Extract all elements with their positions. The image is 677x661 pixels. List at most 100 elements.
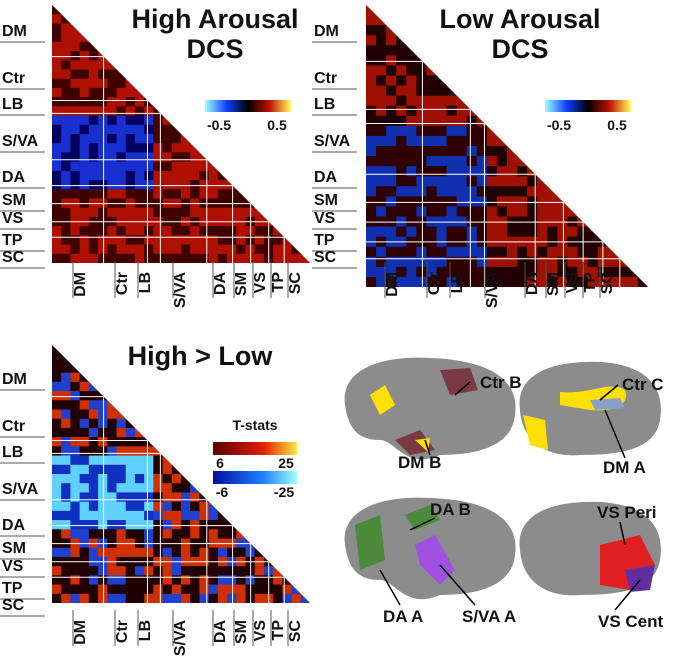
matrix-cell (79, 584, 90, 595)
col-label: TP (270, 272, 287, 293)
matrix-cell (517, 206, 528, 217)
matrix-cell (496, 256, 508, 268)
matrix-cell (79, 41, 90, 52)
matrix-cell (52, 593, 62, 603)
matrix-cell (88, 253, 99, 263)
matrix-cell (134, 161, 145, 172)
matrix-cell (190, 253, 200, 263)
matrix-cell (587, 276, 598, 287)
matrix-cell (199, 170, 209, 181)
matrix-cell (162, 510, 173, 521)
matrix-cell (627, 266, 639, 278)
matrix-cell (70, 226, 80, 236)
matrix-cell (386, 135, 397, 147)
matrix-cell (107, 106, 117, 116)
matrix-cell (208, 235, 219, 245)
matrix-cell (486, 246, 498, 258)
matrix-cell (125, 446, 136, 456)
matrix-cell (376, 105, 387, 117)
matrix-cell (70, 529, 80, 539)
matrix-cell (79, 400, 90, 410)
brain-label: Ctr C (622, 375, 664, 394)
col-label: TP (582, 272, 599, 293)
matrix-cell (144, 520, 154, 530)
matrix-cell (52, 575, 62, 585)
matrix-cell (436, 95, 447, 107)
matrix-cell (199, 510, 209, 521)
matrix-cell (153, 474, 163, 484)
matrix-cell (52, 87, 62, 98)
matrix-cell (456, 146, 468, 157)
matrix-cell (70, 51, 80, 61)
matrix-cell (79, 483, 90, 493)
matrix-cell (153, 152, 163, 162)
matrix-cell (537, 266, 548, 278)
matrix-cell (282, 593, 292, 603)
matrix-cell (366, 45, 377, 56)
matrix-cell (88, 427, 99, 438)
matrix-cell (107, 207, 117, 218)
matrix-cell (125, 464, 136, 475)
matrix-cell (79, 152, 90, 162)
matrix-cell (537, 256, 548, 268)
matrix-cell (52, 437, 62, 447)
matrix-cell (116, 189, 127, 199)
matrix-cell (107, 170, 117, 181)
matrix-cell (70, 510, 80, 521)
matrix-cell (181, 501, 191, 512)
matrix-cell (98, 575, 108, 585)
col-label: S/VA (172, 620, 189, 656)
matrix-cell (153, 207, 163, 218)
matrix-cell (79, 51, 90, 61)
matrix-cell (88, 437, 99, 447)
matrix-cell (171, 566, 182, 576)
matrix-cell (79, 510, 90, 521)
matrix-cell (134, 115, 145, 126)
matrix-cell (486, 206, 498, 217)
matrix-cell (88, 483, 99, 493)
matrix-cell (456, 115, 468, 127)
matrix-cell (386, 115, 397, 127)
matrix-cell (52, 97, 62, 107)
matrix-cell (406, 75, 417, 86)
matrix-cell (171, 584, 182, 595)
matrix-cell (406, 105, 417, 117)
matrix-cell (416, 206, 427, 217)
matrix-cell (162, 226, 173, 236)
col-label: TP (270, 620, 287, 641)
matrix-cell (208, 510, 219, 521)
matrix-cell (61, 418, 71, 429)
matrix-cell (79, 115, 90, 126)
matrix-cell (236, 226, 246, 236)
matrix-cell (79, 161, 90, 172)
matrix-cell (144, 455, 154, 466)
matrix-cell (199, 207, 209, 218)
matrix-cell (557, 256, 568, 268)
matrix-cell (537, 176, 548, 187)
matrix-cell (61, 427, 71, 438)
matrix-cell (52, 510, 62, 521)
matrix-cell (190, 170, 200, 181)
matrix-cell (617, 266, 629, 278)
matrix-cell (456, 105, 468, 117)
matrix-cell (70, 97, 80, 107)
matrix-cell (125, 520, 136, 530)
matrix-cell (61, 575, 71, 585)
row-label: DA (2, 169, 26, 186)
colorbar-tick: -25 (274, 484, 294, 500)
matrix-cell (134, 189, 145, 199)
matrix-cell (171, 143, 182, 153)
row-label: DM (314, 23, 339, 40)
matrix-cell (125, 226, 136, 236)
matrix-cell (208, 575, 219, 585)
row-label: SM (2, 540, 26, 557)
matrix-cell (98, 492, 108, 502)
matrix-cell (171, 180, 182, 190)
matrix-cell (190, 492, 200, 502)
matrix-cell (134, 106, 145, 116)
row-label: Ctr (2, 418, 25, 435)
matrix-cell (386, 65, 397, 76)
matrix-cell (486, 135, 498, 147)
matrix-cell (79, 235, 90, 245)
matrix-cell (116, 529, 127, 539)
